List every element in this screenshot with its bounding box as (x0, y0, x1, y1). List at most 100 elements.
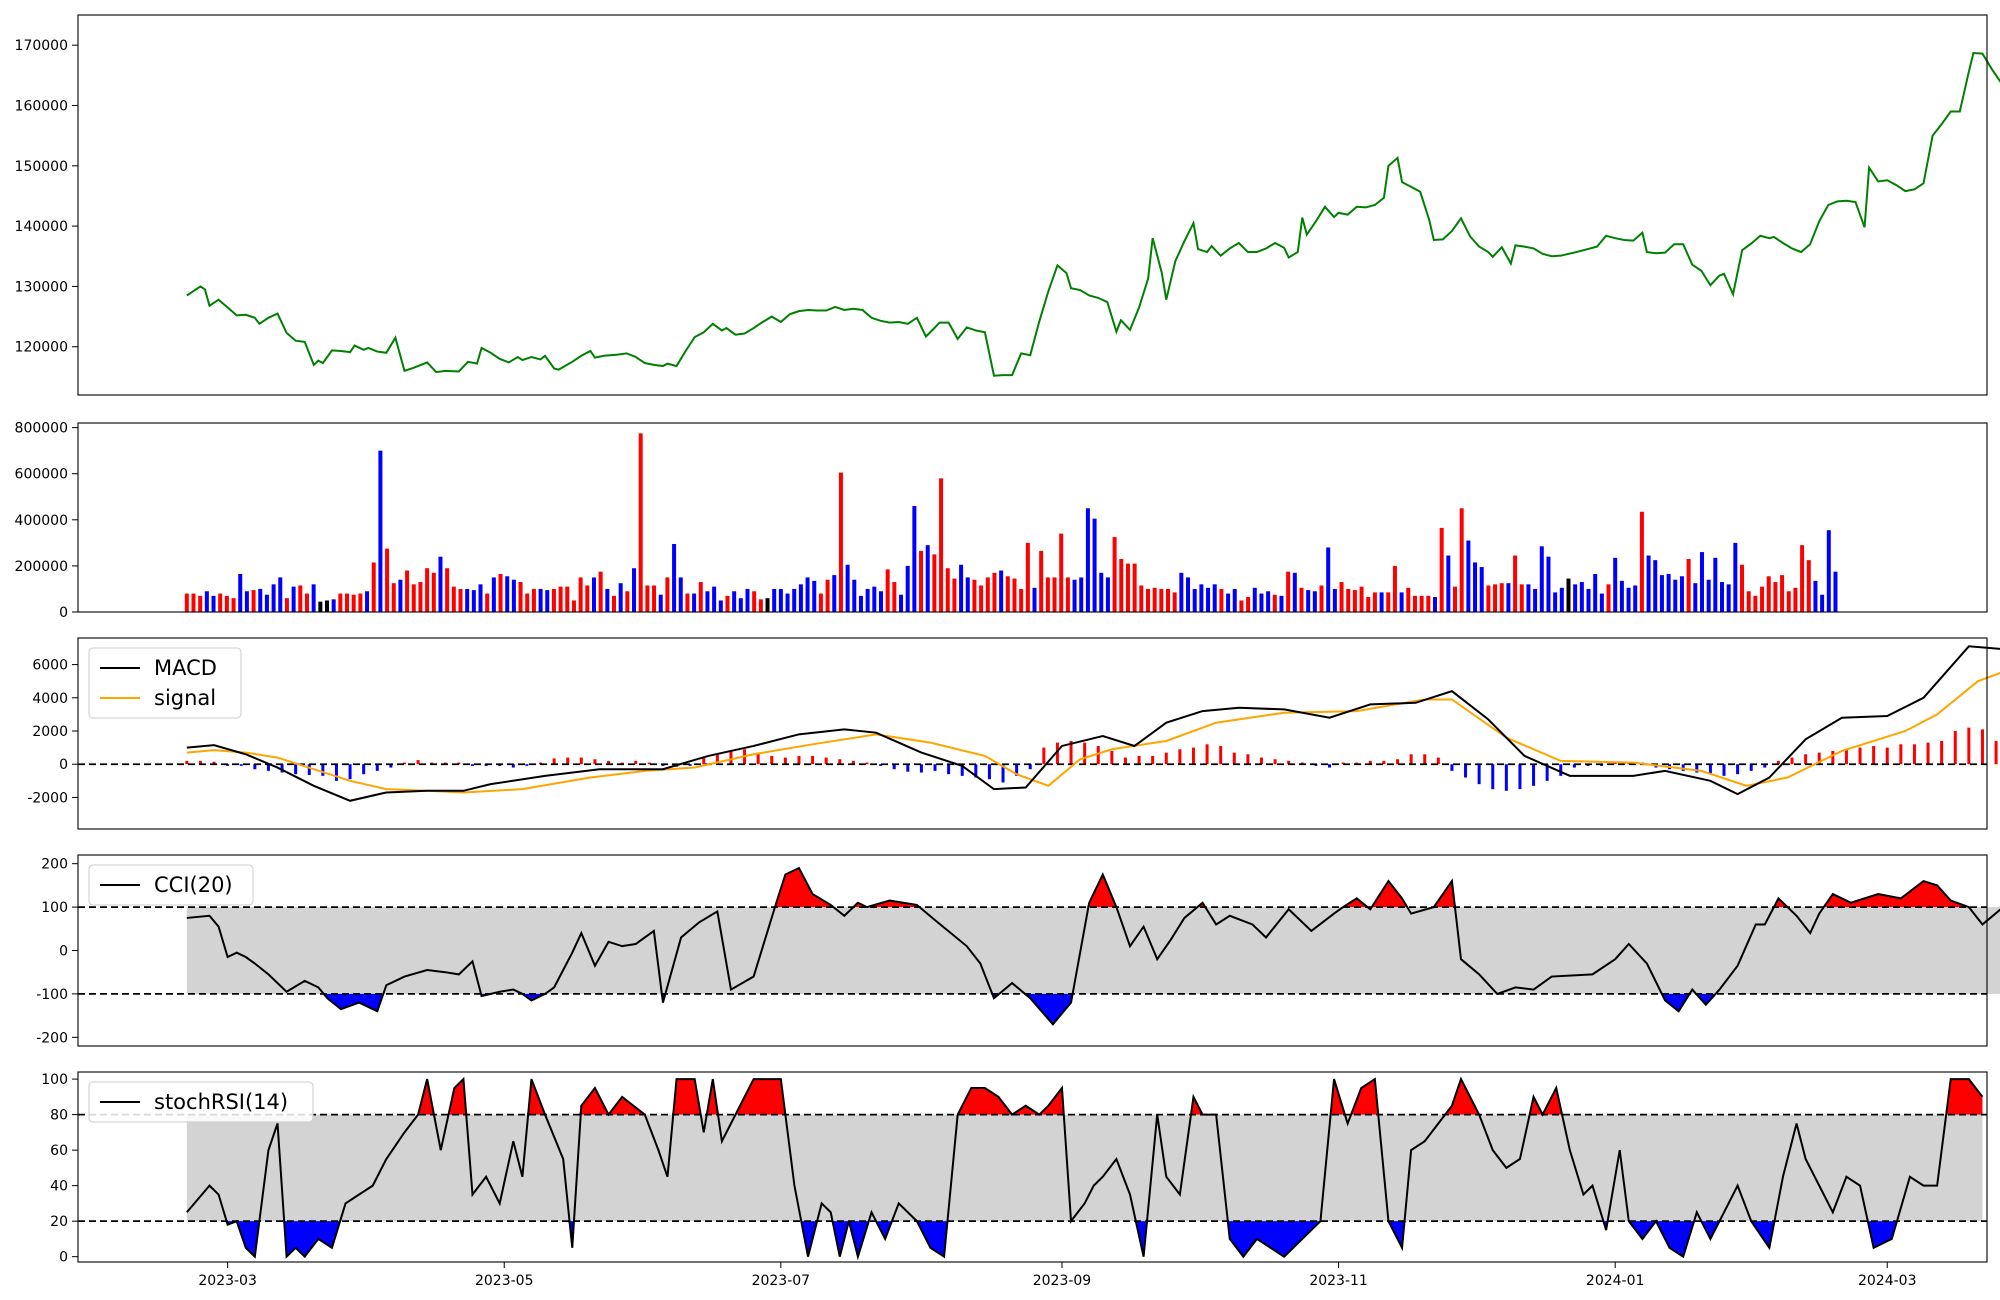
macd-histogram-bar (1423, 754, 1427, 765)
x-tick-label: 2023-03 (198, 1273, 257, 1289)
volume-bar (278, 577, 283, 612)
volume-bar (264, 594, 269, 612)
macd-histogram-bar (729, 750, 733, 765)
cci-neutral-band (186, 907, 2000, 994)
volume-bar (818, 593, 823, 612)
volume-bar (224, 595, 229, 612)
volume-bar (511, 579, 516, 612)
volume-bar (311, 584, 316, 612)
volume-bar (1479, 567, 1484, 612)
stochrsi-y-axis: 0 20 40 60 80 100 (41, 1072, 78, 1266)
x-tick-label: 2023-07 (752, 1273, 811, 1289)
volume-bar (1226, 593, 1231, 612)
macd-legend-label: MACD (154, 656, 217, 680)
stochrsi-y-tick-label: 20 (50, 1214, 68, 1230)
volume-bar (718, 600, 723, 612)
volume-bar (1392, 565, 1397, 612)
volume-bar (745, 588, 750, 612)
volume-bar (638, 433, 643, 612)
stochrsi-frame (77, 1071, 1988, 1263)
volume-bar (618, 583, 623, 612)
macd-legend: MACD signal (88, 647, 242, 719)
macd-histogram-bar (1151, 755, 1155, 765)
volume-y-axis: 0 200000 400000 600000 800000 (15, 421, 78, 621)
stochrsi-y-tick-label: 100 (41, 1072, 68, 1088)
macd-histogram-bar (294, 764, 298, 775)
volume-bar (1312, 591, 1317, 612)
macd-histogram-bar (960, 764, 964, 776)
macd-histogram-bar (1899, 744, 1903, 765)
volume-bar (431, 572, 436, 612)
volume-bar (405, 570, 410, 612)
volume-bar (1593, 573, 1598, 612)
macd-histogram-bar (987, 764, 991, 780)
macd-histogram-bar (1790, 757, 1794, 765)
macd-histogram-bar (1396, 759, 1400, 765)
macd-y-tick-label: 2000 (32, 724, 68, 740)
volume-bar (1653, 560, 1658, 612)
macd-histogram-bar (280, 764, 284, 773)
stochrsi-legend: stochRSI(14) (88, 1081, 314, 1123)
volume-bar (1559, 587, 1564, 612)
volume-bar (959, 564, 964, 612)
volume-bar (1439, 527, 1444, 612)
macd-macd-line (186, 645, 2000, 802)
volume-bar (1553, 592, 1558, 612)
macd-histogram-bar (1749, 764, 1753, 771)
macd-histogram-bar (185, 760, 189, 765)
macd-histogram-bar (1096, 745, 1100, 765)
volume-bar (1820, 594, 1825, 612)
volume-bar (1332, 588, 1337, 612)
macd-histogram-bar (389, 764, 393, 768)
volume-bar (1125, 563, 1130, 612)
volume-bar (531, 588, 536, 612)
volume-bar (1072, 579, 1077, 612)
volume-bar (632, 568, 637, 612)
volume-bar (1019, 588, 1024, 612)
volume-bar (1145, 588, 1150, 612)
volume-bar (1713, 557, 1718, 612)
volume-bar (758, 599, 763, 612)
volume-bar (1199, 584, 1204, 612)
volume-bar (658, 594, 663, 612)
volume-bar (905, 565, 910, 612)
stochrsi-y-tick-label: 0 (59, 1250, 68, 1266)
volume-bar (1539, 546, 1544, 612)
volume-bar (331, 599, 336, 612)
cci-frame (77, 854, 1988, 1047)
price-y-tick-label: 160000 (15, 98, 68, 114)
volume-bar (1352, 590, 1357, 612)
volume-bar (772, 588, 777, 612)
volume-bar (1773, 582, 1778, 612)
volume-bar (425, 568, 430, 612)
macd-histogram-bar (1695, 764, 1699, 773)
macd-legend-box (88, 647, 242, 719)
volume-bar (1679, 576, 1684, 612)
macd-histogram-bar (865, 762, 869, 765)
volume-bar (1546, 556, 1551, 612)
volume-bar (1780, 575, 1785, 612)
price-y-tick-label: 150000 (15, 159, 68, 175)
volume-bar (1326, 547, 1331, 612)
volume-bar (845, 564, 850, 612)
volume-bar (825, 579, 830, 612)
volume-bar (705, 591, 710, 612)
volume-bar (1292, 572, 1297, 612)
x-tick-label: 2023-11 (1309, 1273, 1368, 1289)
macd-histogram-bar (1191, 747, 1195, 765)
volume-bar (1666, 573, 1671, 612)
volume-bar (778, 588, 783, 612)
volume-bar (992, 572, 997, 612)
volume-bar (191, 593, 196, 612)
macd-histogram-bar (1953, 731, 1957, 765)
volume-y-tick-label: 200000 (15, 559, 68, 575)
volume-bar (1486, 585, 1491, 612)
volume-bar (692, 593, 697, 612)
volume-bar (952, 578, 957, 612)
macd-histogram-bar (1287, 760, 1291, 765)
volume-bar (645, 585, 650, 612)
macd-histogram-bar (1464, 764, 1468, 778)
volume-bar (1192, 588, 1197, 612)
volume-bar (1206, 587, 1211, 612)
volume-bar (545, 590, 550, 612)
